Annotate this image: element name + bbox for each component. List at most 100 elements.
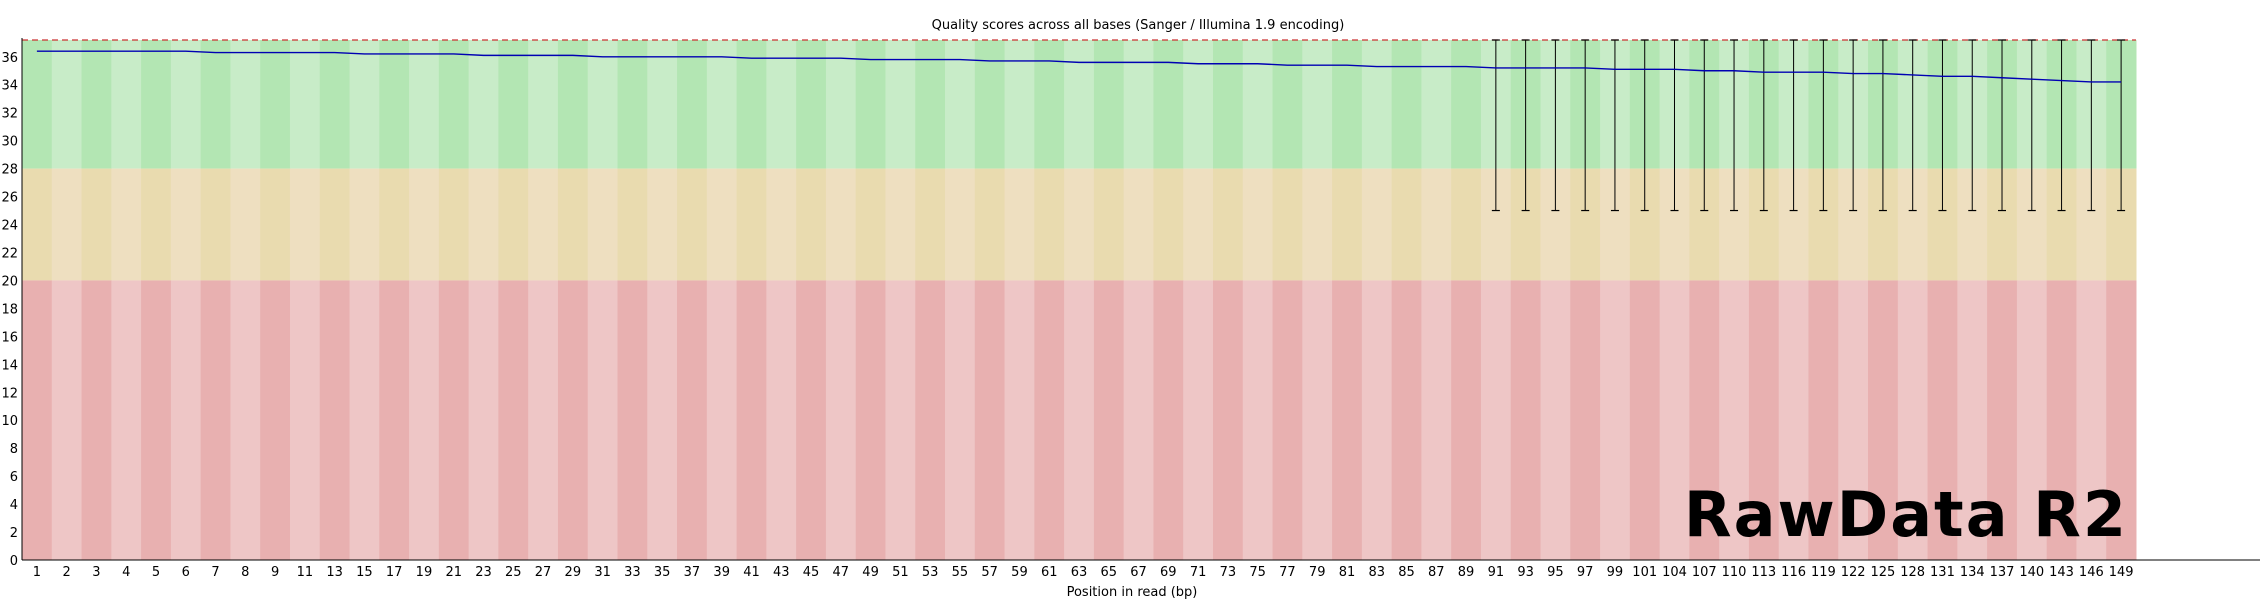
band-0-bin-22 bbox=[677, 40, 708, 169]
y-tick-18: 36 bbox=[1, 51, 18, 66]
band-2-bin-45 bbox=[1361, 280, 1393, 560]
band-1-bin-20 bbox=[617, 168, 648, 281]
band-2-bin-40 bbox=[1212, 280, 1244, 560]
band-0-bin-40 bbox=[1212, 40, 1244, 169]
band-2-bin-31 bbox=[945, 280, 976, 560]
x-tick-37: 67 bbox=[1130, 565, 1147, 580]
x-tick-36: 65 bbox=[1100, 565, 1117, 580]
x-tick-4: 5 bbox=[152, 565, 160, 580]
band-1-bin-24 bbox=[736, 168, 767, 281]
band-2-bin-2 bbox=[81, 280, 112, 560]
y-tick-17: 34 bbox=[1, 79, 18, 94]
x-tick-67: 140 bbox=[2019, 565, 2044, 580]
band-0-bin-14 bbox=[438, 40, 470, 169]
whisker-marks bbox=[1491, 39, 2126, 212]
band-2-bin-28 bbox=[855, 280, 886, 560]
x-tick-62: 125 bbox=[1871, 565, 1896, 580]
band-2-bin-22 bbox=[677, 280, 708, 560]
band-1-bin-4 bbox=[141, 168, 172, 281]
band-0-bin-25 bbox=[766, 40, 797, 169]
band-2-bin-9 bbox=[289, 280, 321, 560]
band-2-bin-62 bbox=[1868, 280, 1899, 560]
x-tick-13: 19 bbox=[416, 565, 433, 580]
band-2-bin-43 bbox=[1302, 280, 1333, 560]
x-tick-17: 27 bbox=[535, 565, 552, 580]
quality-bands bbox=[22, 39, 2137, 560]
band-1-bin-41 bbox=[1242, 168, 1274, 281]
band-0-bin-34 bbox=[1034, 40, 1065, 169]
y-tick-11: 22 bbox=[1, 246, 18, 261]
band-0-bin-11 bbox=[349, 40, 380, 169]
band-1-bin-2 bbox=[81, 168, 112, 281]
x-tick-45: 83 bbox=[1368, 565, 1385, 580]
band-2-bin-33 bbox=[1004, 280, 1035, 560]
x-tick-49: 91 bbox=[1488, 565, 1505, 580]
band-1-bin-15 bbox=[468, 168, 499, 281]
band-0-bin-10 bbox=[319, 40, 351, 169]
y-tick-15: 30 bbox=[1, 135, 18, 150]
band-2-bin-20 bbox=[617, 280, 648, 560]
x-tick-69: 146 bbox=[2079, 565, 2104, 580]
band-2-bin-46 bbox=[1391, 280, 1422, 560]
band-2-bin-39 bbox=[1183, 280, 1214, 560]
x-tick-9: 11 bbox=[297, 565, 314, 580]
band-0-bin-19 bbox=[587, 40, 618, 169]
x-axis-label: Position in read (bp) bbox=[1067, 585, 1198, 600]
band-0-bin-7 bbox=[230, 40, 261, 169]
band-1-bin-32 bbox=[974, 168, 1006, 281]
band-1-bin-23 bbox=[706, 168, 738, 281]
band-2-bin-29 bbox=[885, 280, 916, 560]
band-0-bin-29 bbox=[885, 40, 916, 169]
band-0-bin-2 bbox=[81, 40, 112, 169]
x-tick-14: 21 bbox=[445, 565, 462, 580]
band-2-bin-35 bbox=[1064, 280, 1095, 560]
y-tick-14: 28 bbox=[1, 163, 18, 178]
band-0-bin-1 bbox=[51, 40, 83, 169]
band-1-bin-31 bbox=[945, 168, 976, 281]
band-0-bin-20 bbox=[617, 40, 648, 169]
band-0-bin-8 bbox=[260, 40, 291, 169]
x-tick-0: 1 bbox=[33, 565, 41, 580]
band-2-bin-18 bbox=[557, 280, 589, 560]
x-tick-59: 116 bbox=[1781, 565, 1806, 580]
x-tick-34: 61 bbox=[1041, 565, 1058, 580]
band-1-bin-27 bbox=[825, 168, 857, 281]
band-0-bin-33 bbox=[1004, 40, 1035, 169]
y-tick-7: 14 bbox=[1, 358, 18, 373]
band-1-bin-14 bbox=[438, 168, 470, 281]
x-tick-48: 89 bbox=[1458, 565, 1475, 580]
x-tick-12: 17 bbox=[386, 565, 403, 580]
x-tick-53: 99 bbox=[1607, 565, 1624, 580]
band-1-bin-35 bbox=[1064, 168, 1095, 281]
x-tick-1: 2 bbox=[63, 565, 71, 580]
band-2-bin-16 bbox=[498, 280, 529, 560]
band-1-bin-29 bbox=[885, 168, 916, 281]
band-0-bin-15 bbox=[468, 40, 499, 169]
band-2-bin-49 bbox=[1480, 280, 1512, 560]
band-0-bin-5 bbox=[170, 40, 202, 169]
band-1-bin-22 bbox=[677, 168, 708, 281]
band-2-bin-51 bbox=[1540, 280, 1571, 560]
band-0-bin-17 bbox=[528, 40, 559, 169]
band-1-bin-40 bbox=[1212, 168, 1244, 281]
band-2-bin-41 bbox=[1242, 280, 1274, 560]
x-tick-65: 134 bbox=[1960, 565, 1985, 580]
x-tick-35: 63 bbox=[1071, 565, 1088, 580]
band-2-bin-55 bbox=[1659, 280, 1690, 560]
band-2-bin-10 bbox=[319, 280, 351, 560]
band-2-bin-1 bbox=[51, 280, 83, 560]
band-2-bin-66 bbox=[1987, 280, 2018, 560]
x-tick-30: 53 bbox=[922, 565, 939, 580]
band-2-bin-44 bbox=[1332, 280, 1363, 560]
band-1-bin-17 bbox=[528, 168, 559, 281]
band-1-bin-0 bbox=[22, 168, 53, 281]
band-2-bin-37 bbox=[1123, 280, 1154, 560]
band-0-bin-18 bbox=[557, 40, 589, 169]
band-2-bin-60 bbox=[1808, 280, 1839, 560]
band-1-bin-47 bbox=[1421, 168, 1452, 281]
y-tick-9: 18 bbox=[1, 302, 18, 317]
x-tick-27: 47 bbox=[833, 565, 850, 580]
band-2-bin-56 bbox=[1689, 280, 1720, 560]
